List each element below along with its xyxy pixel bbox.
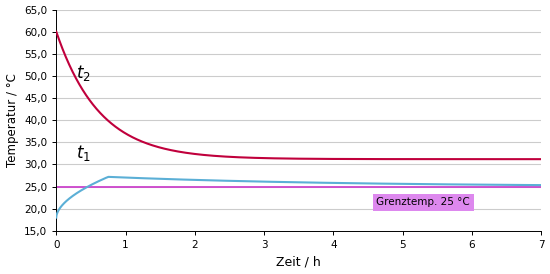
Text: Grenztemp. 25 °C: Grenztemp. 25 °C [376,197,470,207]
Text: t$_1$: t$_1$ [76,143,91,163]
Text: t$_2$: t$_2$ [76,63,91,83]
Y-axis label: Temperatur / °C: Temperatur / °C [6,73,19,167]
X-axis label: Zeit / h: Zeit / h [276,255,321,269]
